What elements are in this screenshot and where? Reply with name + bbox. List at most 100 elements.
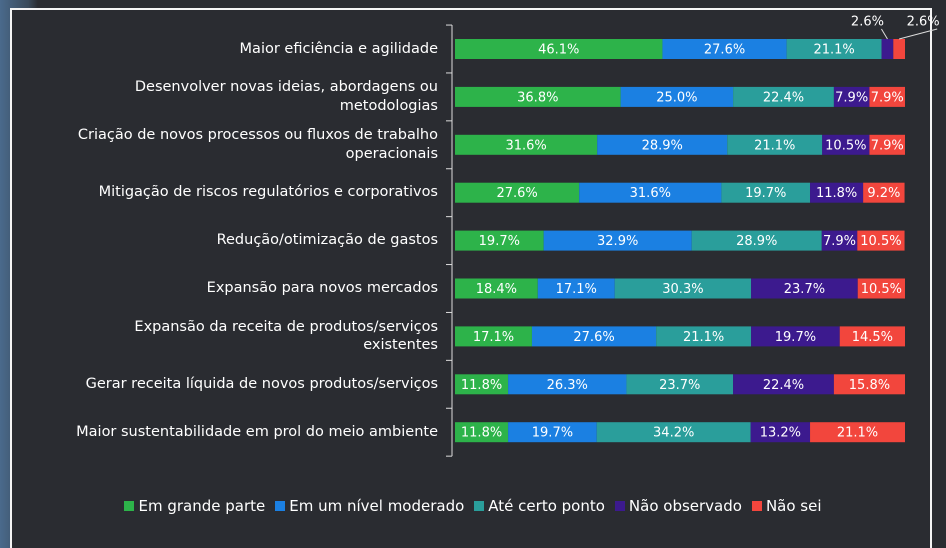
bar-segment [839, 326, 905, 347]
value-label: 7.9% [871, 90, 904, 105]
leader-line [899, 28, 938, 40]
value-label: 21.1% [754, 138, 795, 153]
value-label: 19.7% [775, 330, 816, 345]
value-label: 21.1% [683, 330, 724, 345]
bar-segment [751, 278, 858, 299]
bar-segment [626, 374, 734, 395]
bar-segment [691, 230, 822, 251]
bar-segment [751, 326, 840, 347]
bar-segment [733, 86, 834, 107]
bar-segment [810, 182, 864, 203]
bar-segment [833, 86, 870, 107]
value-label: 19.7% [532, 426, 573, 441]
value-label: 9.2% [867, 186, 900, 201]
legend-swatch [614, 501, 625, 511]
category-label: Mitigação de riscos regulatórios e corpo… [98, 184, 438, 201]
bar-segment [869, 134, 905, 155]
value-label: 11.8% [461, 426, 502, 441]
bar-segment [455, 182, 580, 203]
value-label: 28.9% [736, 234, 777, 249]
bar-segment [455, 374, 509, 395]
bar-segment [455, 278, 538, 299]
value-label: 31.6% [630, 186, 671, 201]
bar-segment [863, 182, 905, 203]
legend-item: Não observado [614, 497, 742, 515]
leader-line [881, 28, 888, 40]
bar-segment [531, 326, 657, 347]
value-label: 31.6% [505, 138, 546, 153]
value-label: 18.4% [476, 282, 517, 297]
value-label: 30.3% [662, 282, 703, 297]
value-label: 2.6% [907, 15, 940, 30]
bar-segment [869, 86, 905, 107]
value-label: 34.2% [653, 426, 694, 441]
bar-segment [727, 134, 823, 155]
value-label: 15.8% [849, 378, 890, 393]
value-label: 10.5% [861, 282, 902, 297]
chart: 46.1% 27.6% 21.1% 2.6% 2.6% 36.8% 25.0% 22.4% 7.… [446, 14, 940, 457]
bar-segment [537, 278, 615, 299]
value-label: 28.9% [642, 138, 683, 153]
value-label: 7.9% [835, 90, 868, 105]
category-label: Expansão para novos mercados [206, 280, 438, 297]
bar-segment [614, 278, 752, 299]
legend-swatch [474, 501, 485, 511]
value-label: 10.5% [860, 234, 901, 249]
value-label: 21.1% [837, 426, 878, 441]
value-label: 25.0% [656, 90, 697, 105]
bar-segment [881, 39, 894, 59]
bar-segment [455, 230, 544, 251]
bar-segment [893, 39, 905, 59]
legend-item: Até certo ponto [474, 497, 605, 515]
value-label: 27.6% [704, 43, 745, 58]
value-label: 11.8% [816, 186, 857, 201]
value-label: 36.8% [517, 90, 558, 105]
legend-label: Não sei [765, 497, 822, 515]
bar-segment [822, 134, 870, 155]
bar-segment [455, 134, 598, 155]
legend-label: Não observado [628, 497, 742, 515]
bar-segment [786, 39, 882, 59]
value-label: 7.9% [823, 234, 856, 249]
bar-segment [543, 230, 692, 251]
value-label: 11.8% [461, 378, 502, 393]
bar-segment [508, 422, 597, 443]
value-label: 23.7% [659, 378, 700, 393]
legend-swatch [751, 501, 762, 511]
bar-segment [833, 374, 905, 395]
value-label: 22.4% [763, 378, 804, 393]
category-label: Redução/otimização de gastos [216, 232, 438, 249]
bar-segment [857, 230, 905, 251]
value-label: 21.1% [813, 43, 854, 58]
legend-label: Até certo ponto [488, 497, 605, 515]
bar-segment [857, 278, 905, 299]
value-label: 17.1% [556, 282, 597, 297]
bar-segment [750, 422, 811, 443]
bar-segment [597, 134, 728, 155]
bar-segment [662, 39, 787, 59]
value-label: 27.6% [496, 186, 537, 201]
bar-segment [821, 230, 858, 251]
category-label: Desenvolver novas ideias, abordagens ou … [134, 79, 438, 114]
value-label: 27.6% [573, 330, 614, 345]
value-label: 32.9% [597, 234, 638, 249]
bar-segment [455, 422, 509, 443]
value-label: 13.2% [760, 426, 801, 441]
bar-segment [455, 39, 663, 59]
legend: Em grande parte Em um nível moderado Até c… [0, 497, 946, 515]
value-label: 17.1% [473, 330, 514, 345]
bar-segment [721, 182, 811, 203]
bar-segment [455, 86, 621, 107]
category-label: Maior sustentabilidade em prol do meio a… [76, 423, 438, 440]
value-label: 2.6% [851, 15, 884, 30]
category-label: Criação de novos processos ou fluxos de … [77, 126, 438, 162]
bar-segment [596, 422, 751, 443]
bar-segment [733, 374, 834, 395]
bar-segment [579, 182, 722, 203]
category-label: Expansão da receita de produtos/serviços… [134, 318, 438, 354]
value-label: 10.5% [825, 138, 866, 153]
legend-item: Em grande parte [124, 497, 265, 515]
value-label: 26.3% [547, 378, 588, 393]
bar-segment [620, 86, 734, 107]
